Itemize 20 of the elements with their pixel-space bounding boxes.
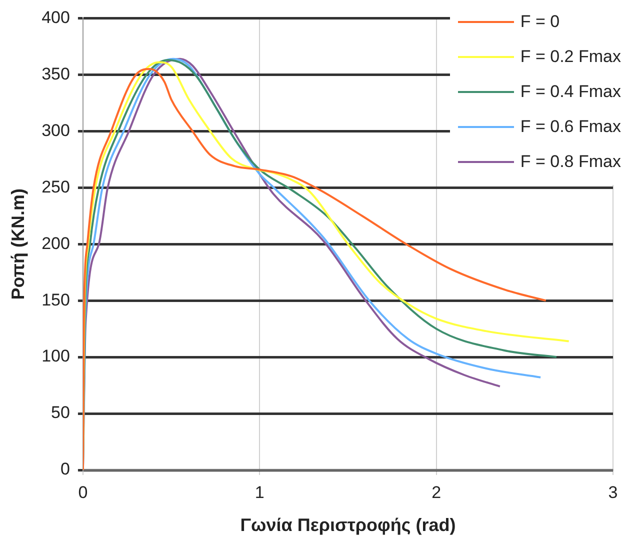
y-tick-label: 350 [42, 64, 70, 84]
y-tick-label: 300 [42, 120, 70, 140]
y-tick-label: 400 [42, 8, 70, 27]
y-tick-label: 0 [60, 460, 70, 479]
y-tick-label: 200 [42, 234, 70, 253]
legend-label: F = 0.8 Fmax [520, 152, 621, 172]
x-tick-label: 1 [254, 482, 264, 502]
x-tick-label: 3 [608, 482, 618, 502]
legend-label: F = 0 [520, 12, 560, 32]
y-tick-label: 50 [51, 403, 70, 422]
y-tick-label: 150 [42, 290, 70, 310]
legend-label: F = 0.6 Fmax [520, 116, 621, 136]
x-tick-label: 2 [432, 482, 442, 502]
legend-label: F = 0.4 Fmax [520, 82, 621, 102]
x-tick-label: 0 [78, 482, 88, 502]
y-tick-label: 100 [42, 346, 70, 366]
y-axis-title: Ροπή (KN.m) [8, 188, 28, 300]
y-tick-label: 250 [42, 177, 70, 196]
x-axis-title: Γωνία Περιστροφής (rad) [240, 515, 456, 536]
legend-label: F = 0.2 Fmax [520, 46, 621, 66]
